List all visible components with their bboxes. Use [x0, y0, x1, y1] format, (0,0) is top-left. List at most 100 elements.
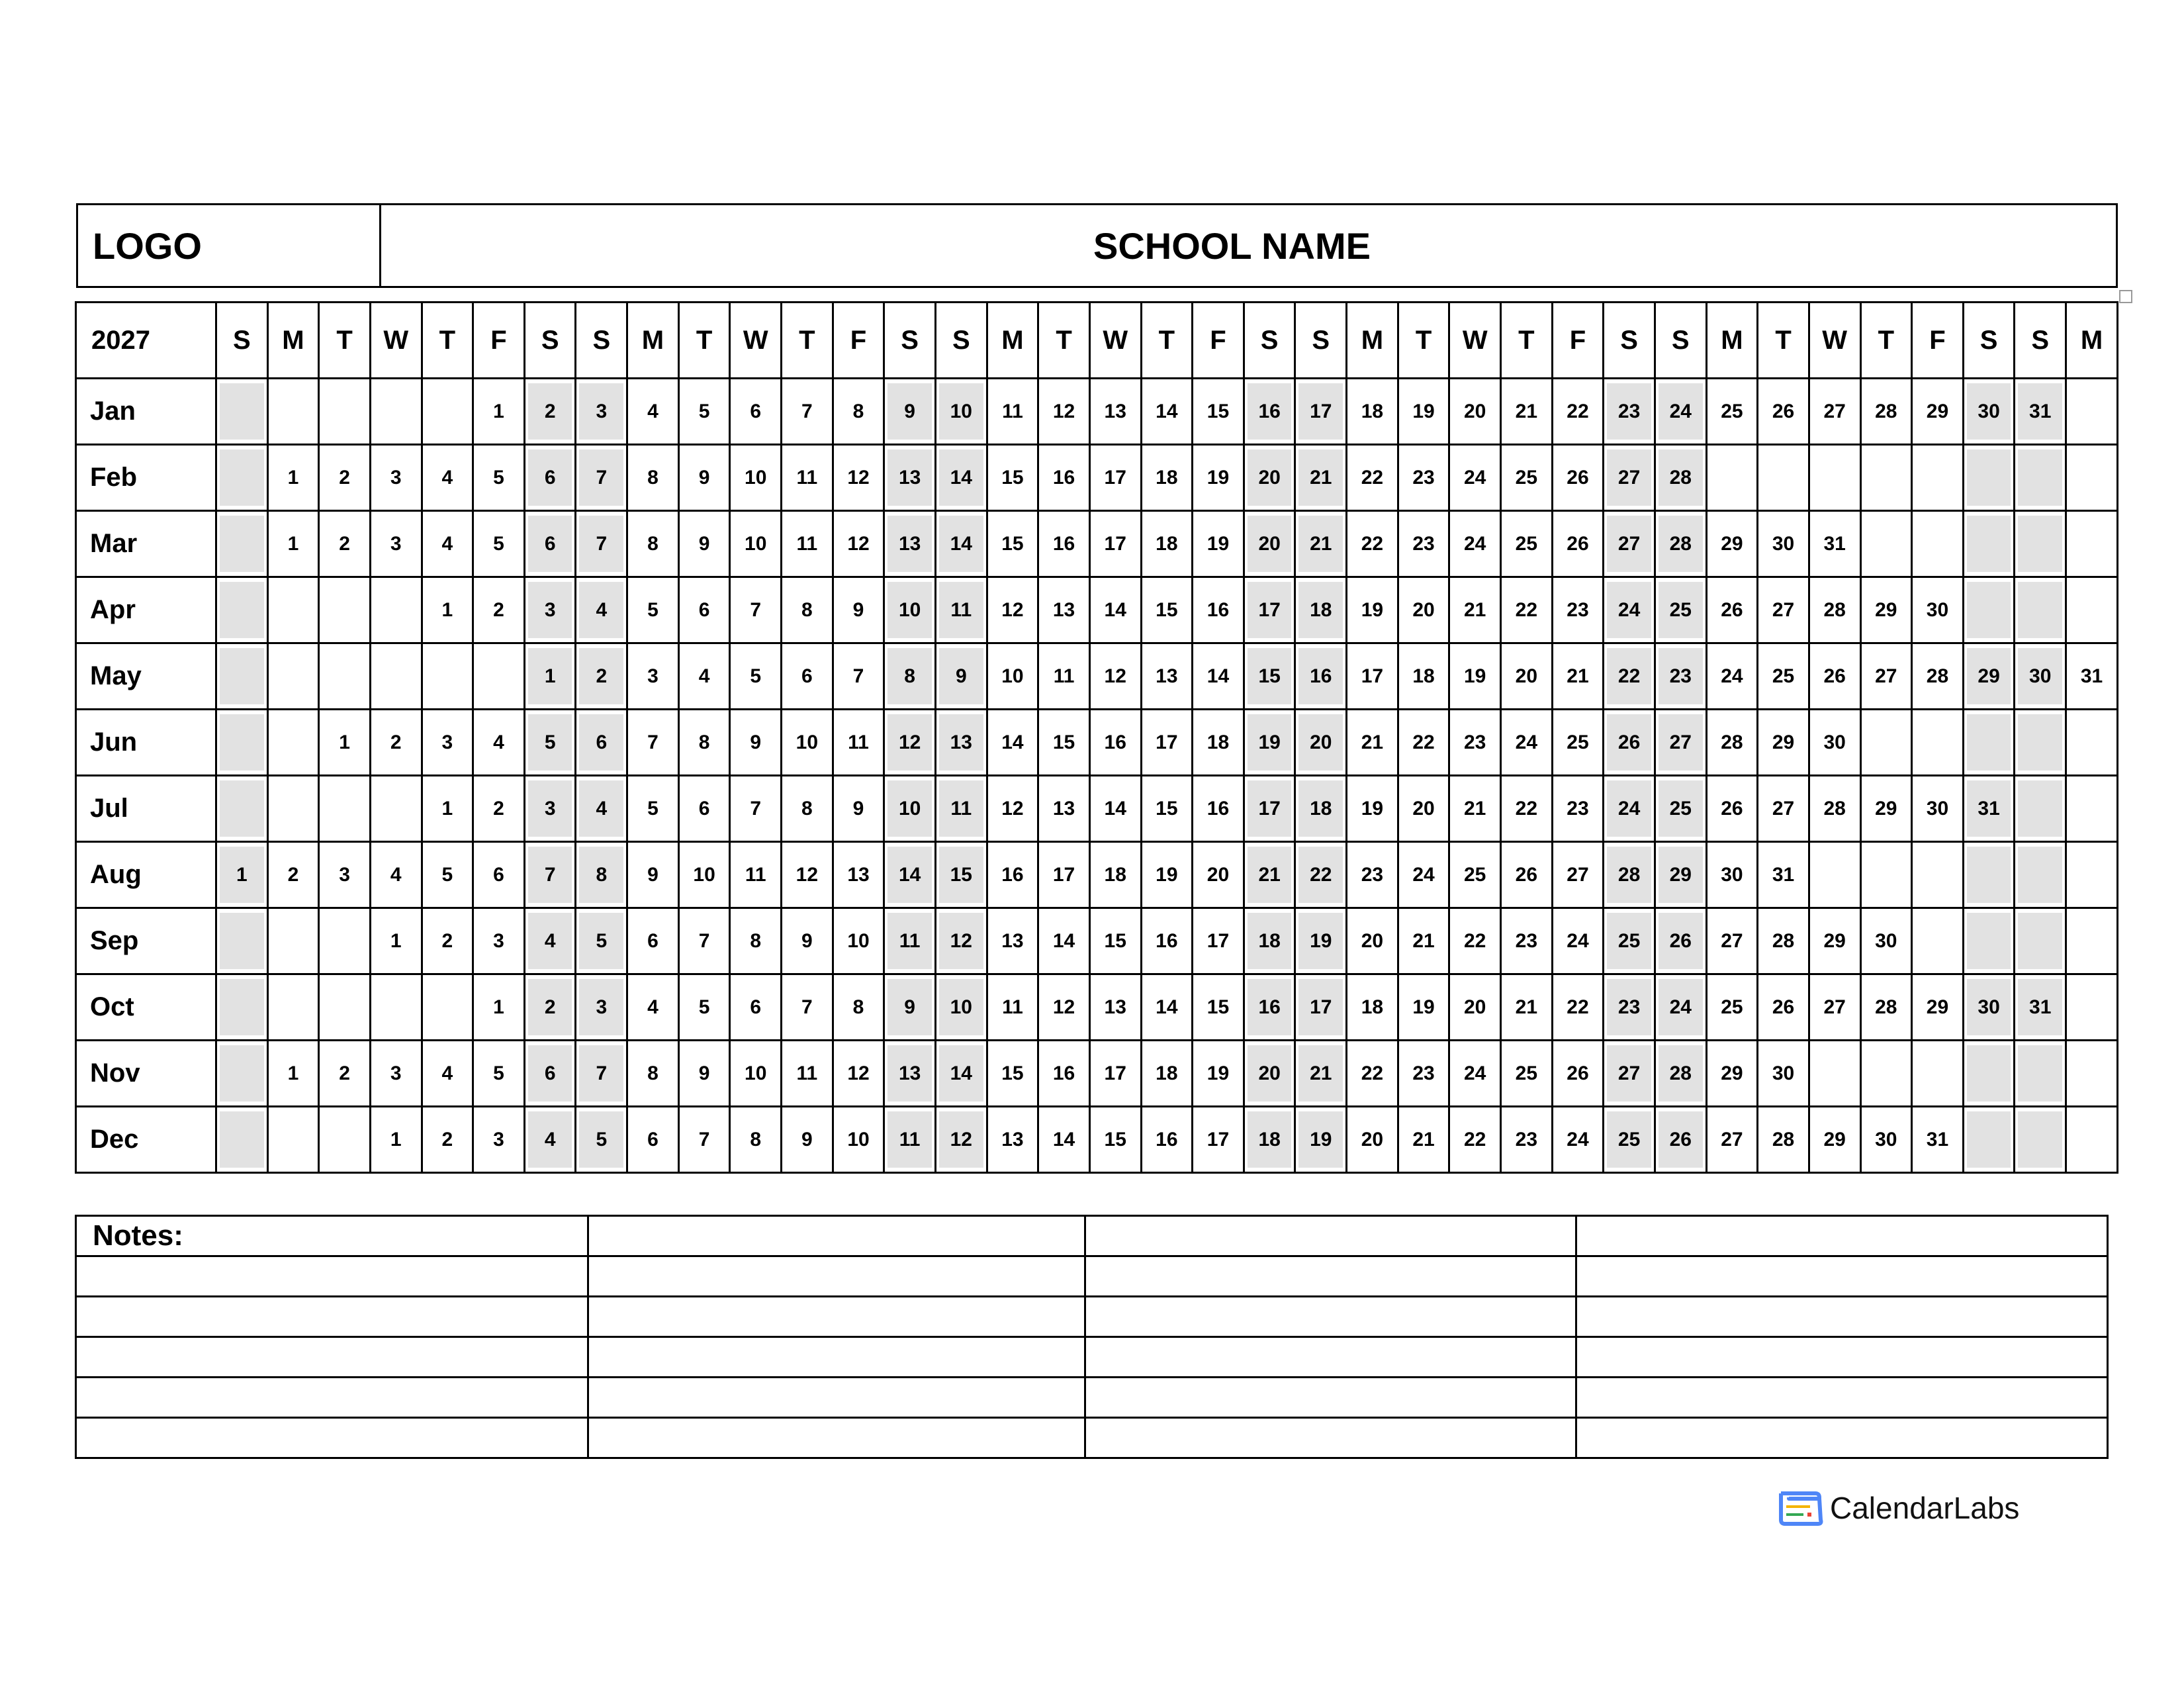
day-cell: 2	[523, 973, 577, 1041]
notes-cell[interactable]	[1575, 1336, 2109, 1378]
day-cell: 28	[1807, 576, 1862, 644]
day-cell: 13	[883, 1039, 936, 1107]
weekend-shade: 3	[579, 979, 624, 1035]
notes-cell[interactable]	[75, 1336, 589, 1378]
weekend-shade: 31	[2018, 383, 2063, 440]
day-cell: 20	[1396, 774, 1451, 843]
notes-cell[interactable]	[1084, 1295, 1577, 1338]
day-cell: 21	[1500, 377, 1553, 445]
notes-cell[interactable]	[1575, 1376, 2109, 1419]
weekend-shade: 8	[887, 648, 932, 704]
day-cell: 21	[1551, 642, 1605, 710]
day-cell	[1859, 444, 1913, 512]
notes-label: Notes:	[75, 1215, 589, 1257]
day-cell	[369, 377, 423, 445]
day-cell: 23	[1396, 444, 1451, 512]
day-cell: 1	[420, 774, 475, 843]
day-cell: 4	[523, 907, 577, 975]
day-cell: 4	[677, 642, 731, 710]
day-cell: 1	[420, 576, 475, 644]
day-cell	[369, 576, 423, 644]
day-cell	[215, 1039, 269, 1107]
day-cell: 6	[626, 1105, 680, 1174]
day-cell: 28	[1756, 907, 1810, 975]
notes-cell[interactable]	[1084, 1215, 1577, 1257]
notes-cell[interactable]	[587, 1417, 1086, 1459]
notes-cell[interactable]	[1575, 1295, 2109, 1338]
day-cell: 19	[1294, 1105, 1348, 1174]
weekend-shade: 12	[938, 913, 983, 969]
day-cell: 30	[1705, 841, 1759, 909]
day-cell: 13	[985, 907, 1040, 975]
day-cell	[266, 973, 320, 1041]
day-cell: 31	[2013, 377, 2068, 445]
month-row: May 1 2 3 4 5 6 7 8 9 10 11 12 13 14 15 16 17 18 19 20 21 22 23…	[75, 642, 2118, 710]
weekend-shade: 25	[1658, 780, 1703, 837]
day-cell	[266, 708, 320, 776]
notes-cell[interactable]	[587, 1255, 1086, 1297]
day-cell	[2013, 1105, 2068, 1174]
day-cell: 29	[1807, 1105, 1862, 1174]
weekend-shade: 31	[1966, 780, 2011, 837]
day-cell	[1911, 841, 1964, 909]
day-cell	[266, 774, 320, 843]
day-cell: 8	[626, 510, 680, 578]
notes-cell[interactable]	[1575, 1255, 2109, 1297]
day-cell	[1911, 907, 1964, 975]
notes-cell[interactable]	[75, 1295, 589, 1338]
day-cell: 3	[369, 444, 423, 512]
notes-cell[interactable]	[75, 1376, 589, 1419]
day-cell: 30	[1756, 510, 1810, 578]
weekend-shade	[220, 1045, 264, 1102]
day-cell: 4	[472, 708, 525, 776]
notes-cell[interactable]	[1084, 1376, 1577, 1419]
notes-cell[interactable]	[587, 1336, 1086, 1378]
weekend-shade: 11	[938, 582, 983, 638]
day-cell: 18	[1345, 973, 1399, 1041]
notes-cell[interactable]	[75, 1255, 589, 1297]
notes-cell[interactable]	[1084, 1336, 1577, 1378]
day-cell	[2013, 774, 2068, 843]
day-cell: 20	[1345, 1105, 1399, 1174]
notes-cell[interactable]	[587, 1295, 1086, 1338]
day-cell: 10	[883, 774, 936, 843]
weekend-shade	[1966, 449, 2011, 506]
day-cell: 17	[1242, 774, 1297, 843]
weekend-shade: 24	[1607, 780, 1651, 837]
day-cell: 5	[523, 708, 577, 776]
notes-cell[interactable]	[75, 1417, 589, 1459]
day-cell: 17	[1088, 1039, 1142, 1107]
notes-cell[interactable]	[1575, 1417, 2109, 1459]
day-cell: 29	[1705, 1039, 1759, 1107]
day-cell: 16	[1140, 907, 1194, 975]
weekend-shade: 22	[1607, 648, 1651, 704]
notes-row	[75, 1255, 2109, 1297]
resize-handle[interactable]	[2119, 290, 2132, 303]
weekend-shade: 14	[938, 449, 983, 506]
day-cell: 10	[729, 1039, 783, 1107]
weekend-shade	[2018, 847, 2063, 903]
day-cell: 14	[1140, 973, 1194, 1041]
weekend-shade: 14	[887, 847, 932, 903]
notes-cell[interactable]	[587, 1215, 1086, 1257]
day-cell	[1911, 444, 1964, 512]
day-cell: 19	[1396, 973, 1451, 1041]
day-cell: 12	[1037, 377, 1091, 445]
day-cell	[215, 576, 269, 644]
weekend-shade	[220, 516, 264, 572]
notes-cell[interactable]	[1575, 1215, 2109, 1257]
weekend-shade: 9	[887, 979, 932, 1035]
weekday-header: S	[215, 301, 269, 379]
day-cell: 31	[1756, 841, 1810, 909]
notes-cell[interactable]	[587, 1376, 1086, 1419]
day-cell: 18	[1396, 642, 1451, 710]
day-cell: 25	[1500, 510, 1553, 578]
weekend-shade	[1966, 1111, 2011, 1168]
notes-cell[interactable]	[1084, 1255, 1577, 1297]
day-cell: 19	[1191, 1039, 1245, 1107]
day-cell: 8	[729, 907, 783, 975]
day-cell: 5	[574, 1105, 629, 1174]
notes-cell[interactable]	[1084, 1417, 1577, 1459]
weekend-shade: 25	[1658, 582, 1703, 638]
weekday-header: W	[729, 301, 783, 379]
